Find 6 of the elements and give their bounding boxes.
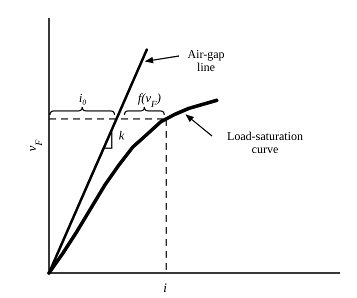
annotation: i₀: [78, 90, 87, 105]
annotation: f(v$_{F}$): [138, 90, 161, 110]
legend-label: Air-gap line: [187, 47, 225, 74]
annotation: k: [118, 128, 125, 143]
text: Load-saturation curve: [227, 129, 303, 156]
x-axis-title: i: [163, 280, 168, 295]
